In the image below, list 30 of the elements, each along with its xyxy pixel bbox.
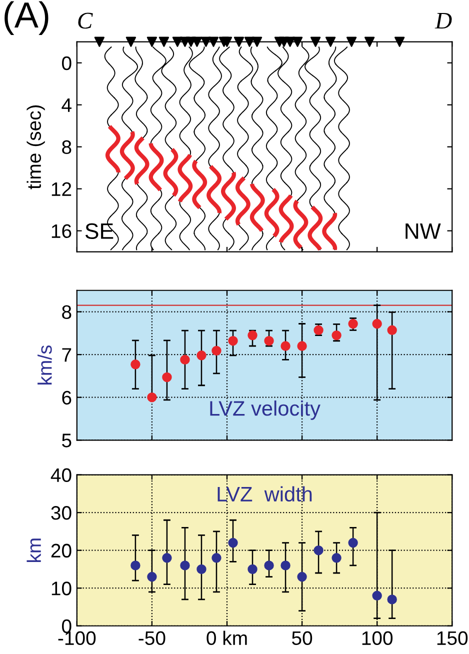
y-tick-label: 8 [62, 305, 72, 320]
x-tick-label: 50 [292, 631, 312, 646]
y-tick-label: 7 [62, 348, 72, 362]
y-tick-label: 8 [62, 140, 72, 154]
y-tick-label: 6 [62, 390, 72, 405]
x-tick-label: 100 [362, 631, 393, 646]
x-tick-label: 0 km [206, 630, 247, 646]
text: (A) [4, 1, 48, 35]
annotation: LVZ width [218, 486, 312, 502]
y-tick-label: 4 [62, 98, 72, 112]
y-tick-label: 30 [51, 506, 72, 520]
y-tick-label: 16 [52, 224, 72, 238]
annotation: NW [406, 223, 441, 239]
y-axis-title: km [26, 538, 41, 562]
y-tick-label: 12 [52, 182, 72, 196]
y-tick-label: 5 [62, 434, 72, 448]
y-tick-label: 0 [62, 56, 72, 70]
text: C [78, 12, 93, 29]
x-tick-label: -100 [58, 631, 96, 646]
y-axis-title: km/s [38, 345, 52, 384]
annotation: LVZ velocity [210, 400, 320, 420]
y-tick-label: 10 [52, 582, 72, 596]
x-tick-label: 150 [437, 631, 468, 646]
text: D [434, 12, 452, 28]
x-tick-label: -50 [138, 631, 166, 646]
y-tick-label: 0 [62, 619, 72, 634]
y-tick-label: 20 [51, 544, 72, 558]
annotation: SE [85, 223, 114, 239]
y-tick-label: 40 [50, 468, 72, 482]
y-axis-title: time (sec) [26, 105, 45, 190]
